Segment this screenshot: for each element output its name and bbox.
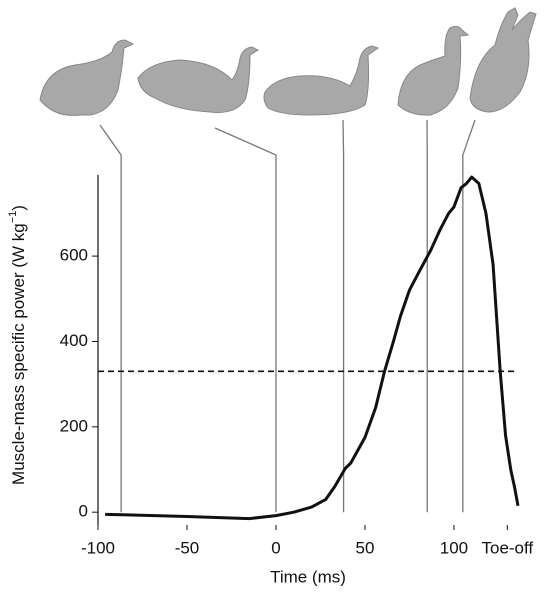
y-axis-label-end: ) [9, 205, 28, 211]
x-tick-label: -50 [175, 538, 200, 557]
frame-connector [342, 119, 345, 513]
bird-1 [39, 39, 135, 116]
x-tick-label: -100 [81, 538, 115, 557]
bird-5 [469, 7, 537, 113]
y-axis-label: Muscle-mass specific power (W kg−1) [7, 205, 29, 485]
y-tick-label: 400 [60, 331, 88, 350]
y-axis-label-sup: −1 [7, 211, 19, 224]
y-tick-label: 600 [60, 246, 88, 265]
bird-2 [137, 46, 260, 113]
bird-4 [397, 25, 470, 116]
bird-silhouettes [39, 7, 537, 116]
frame-connector [99, 124, 122, 513]
x-tick-label: Toe-off [481, 538, 533, 557]
x-tick-label: 0 [271, 538, 280, 557]
x-axis-label: Time (ms) [270, 567, 346, 586]
frame-connector [462, 119, 476, 513]
frame-connector [214, 127, 277, 513]
y-axis-label-text: Muscle-mass specific power (W kg [9, 223, 28, 485]
y-tick-label: 0 [79, 502, 88, 521]
x-tick-label: 100 [440, 538, 468, 557]
y-tick-label: 200 [60, 416, 88, 435]
bird-3 [263, 45, 380, 116]
x-tick-label: 50 [355, 538, 374, 557]
power-line [105, 175, 520, 521]
